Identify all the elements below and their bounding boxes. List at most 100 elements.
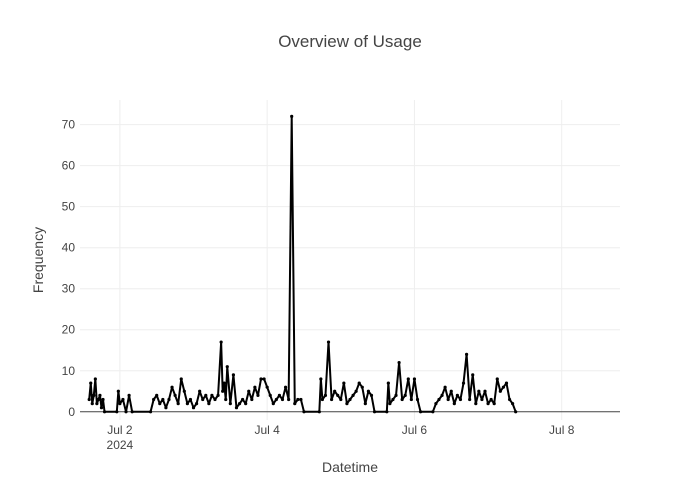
data-point[interactable] xyxy=(409,397,413,402)
data-point[interactable] xyxy=(219,340,223,344)
data-point[interactable] xyxy=(339,397,343,402)
data-point[interactable] xyxy=(95,401,99,406)
data-point[interactable] xyxy=(319,377,323,381)
data-point[interactable] xyxy=(116,389,120,393)
data-point[interactable] xyxy=(225,365,229,369)
data-point[interactable] xyxy=(98,393,102,397)
data-point[interactable] xyxy=(173,393,177,397)
data-point[interactable] xyxy=(216,393,220,397)
data-point[interactable] xyxy=(455,393,459,397)
data-point[interactable] xyxy=(293,401,297,406)
data-point[interactable] xyxy=(323,393,328,397)
data-point[interactable] xyxy=(256,393,260,397)
data-point[interactable] xyxy=(434,401,438,406)
data-point[interactable] xyxy=(446,397,450,402)
data-point[interactable] xyxy=(386,381,390,385)
data-point[interactable] xyxy=(440,393,444,397)
data-point[interactable] xyxy=(90,401,94,406)
data-point[interactable] xyxy=(250,397,254,402)
data-point[interactable] xyxy=(185,401,189,406)
data-point[interactable] xyxy=(222,381,226,385)
data-point[interactable] xyxy=(283,385,288,389)
series-line[interactable] xyxy=(88,115,517,413)
data-point[interactable] xyxy=(241,397,245,402)
data-point[interactable] xyxy=(148,410,153,414)
data-point[interactable] xyxy=(89,381,93,385)
data-point[interactable] xyxy=(486,401,490,406)
data-point[interactable] xyxy=(130,410,134,414)
data-point[interactable] xyxy=(179,377,183,381)
data-point[interactable] xyxy=(403,393,407,397)
data-point[interactable] xyxy=(87,397,91,402)
data-point[interactable] xyxy=(504,381,509,385)
data-point[interactable] xyxy=(164,406,168,410)
data-point[interactable] xyxy=(228,401,232,406)
data-point[interactable] xyxy=(176,401,180,406)
data-point[interactable] xyxy=(391,397,395,402)
data-point[interactable] xyxy=(452,401,456,406)
data-point[interactable] xyxy=(96,397,101,402)
data-point[interactable] xyxy=(468,397,472,402)
data-point[interactable] xyxy=(221,389,225,393)
data-point[interactable] xyxy=(210,393,214,397)
data-point[interactable] xyxy=(277,393,282,397)
data-point[interactable] xyxy=(480,397,484,402)
data-point[interactable] xyxy=(511,401,515,406)
data-point[interactable] xyxy=(415,397,420,402)
data-point[interactable] xyxy=(259,377,263,381)
data-point[interactable] xyxy=(351,393,355,397)
data-point[interactable] xyxy=(268,393,272,397)
data-point[interactable] xyxy=(483,389,487,393)
data-point[interactable] xyxy=(514,410,518,414)
data-point[interactable] xyxy=(477,389,481,393)
data-point[interactable] xyxy=(299,397,303,402)
data-point[interactable] xyxy=(495,377,499,381)
data-point[interactable] xyxy=(271,401,275,406)
data-point[interactable] xyxy=(237,401,242,406)
data-point[interactable] xyxy=(336,393,340,397)
data-point[interactable] xyxy=(317,410,321,414)
data-point[interactable] xyxy=(498,389,502,393)
data-point[interactable] xyxy=(385,410,389,414)
data-point[interactable] xyxy=(124,410,128,414)
data-point[interactable] xyxy=(115,410,119,414)
data-point[interactable] xyxy=(357,381,361,385)
data-point[interactable] xyxy=(287,397,291,402)
data-point[interactable] xyxy=(188,397,193,402)
data-point[interactable] xyxy=(194,401,199,406)
data-point[interactable] xyxy=(155,393,159,397)
data-point[interactable] xyxy=(265,385,269,389)
data-point[interactable] xyxy=(320,397,324,402)
data-point[interactable] xyxy=(354,389,358,393)
data-point[interactable] xyxy=(333,389,337,393)
data-point[interactable] xyxy=(345,401,349,406)
data-point[interactable] xyxy=(501,385,506,389)
data-point[interactable] xyxy=(198,389,202,393)
data-point[interactable] xyxy=(397,360,401,365)
data-point[interactable] xyxy=(204,393,208,397)
data-point[interactable] xyxy=(363,401,367,406)
data-point[interactable] xyxy=(492,401,496,406)
data-point[interactable] xyxy=(369,393,374,397)
data-point[interactable] xyxy=(437,397,441,402)
data-point[interactable] xyxy=(507,397,512,402)
data-point[interactable] xyxy=(102,410,107,414)
data-point[interactable] xyxy=(274,397,278,402)
data-point[interactable] xyxy=(253,385,257,389)
data-point[interactable] xyxy=(489,397,493,402)
data-point[interactable] xyxy=(99,406,104,410)
data-point[interactable] xyxy=(234,406,239,410)
data-point[interactable] xyxy=(326,340,331,344)
data-point[interactable] xyxy=(360,385,364,389)
data-point[interactable] xyxy=(464,352,469,356)
data-point[interactable] xyxy=(394,393,398,397)
data-point[interactable] xyxy=(342,381,346,385)
data-point[interactable] xyxy=(372,410,377,414)
data-point[interactable] xyxy=(290,114,294,119)
data-point[interactable] xyxy=(474,401,478,406)
data-point[interactable] xyxy=(443,385,447,389)
data-point[interactable] xyxy=(461,381,466,385)
data-point[interactable] xyxy=(366,389,371,393)
data-point[interactable] xyxy=(201,397,205,402)
data-point[interactable] xyxy=(127,393,131,397)
